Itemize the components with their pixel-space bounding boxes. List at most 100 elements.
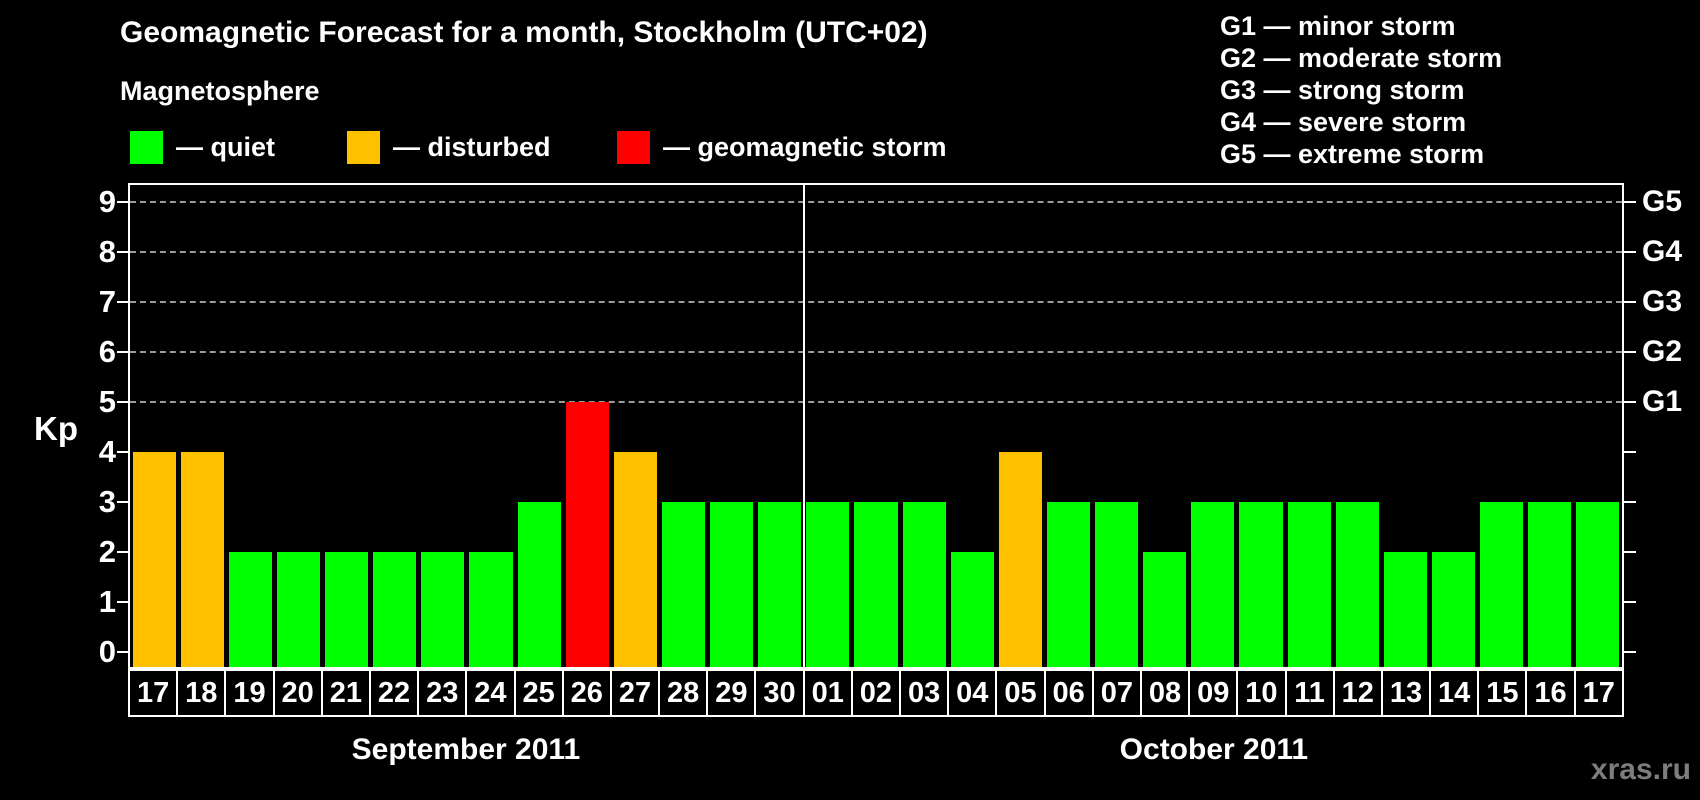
day-label-oct-15: 15 <box>1479 671 1528 715</box>
right-tick-kp-3 <box>1623 501 1636 503</box>
right-tick-kp-8 <box>1623 251 1636 253</box>
kp-bar-oct-17 <box>1576 502 1620 667</box>
kp-bar-sep-29 <box>710 502 754 667</box>
legend-heading: Magnetosphere <box>120 76 320 106</box>
kp-bar-oct-02 <box>854 502 898 667</box>
g4-legend-line: G4 — severe storm <box>1220 107 1467 137</box>
disturbed-color-swatch <box>347 130 380 164</box>
day-label-oct-06: 06 <box>1046 671 1094 715</box>
day-label-oct-01: 01 <box>805 671 853 715</box>
right-tick-kp-4 <box>1623 451 1636 453</box>
right-tick-kp-7 <box>1623 301 1636 303</box>
day-label-oct-16: 16 <box>1527 671 1576 715</box>
month-label-october: October 2011 <box>1119 733 1309 766</box>
day-label-sep-18: 18 <box>178 671 227 715</box>
day-label-sep-22: 22 <box>371 671 420 715</box>
legend-item-quiet: — quiet <box>130 129 275 165</box>
kp-axis-tick-label-2: 2 <box>98 534 116 569</box>
right-tick-kp-5 <box>1623 401 1636 403</box>
day-label-sep-30: 30 <box>756 671 805 715</box>
kp-axis-tick-label-9: 9 <box>98 184 116 219</box>
kp-axis-tick-label-6: 6 <box>98 334 116 369</box>
legend-item-storm: — geomagnetic storm <box>617 129 947 165</box>
day-label-oct-17: 17 <box>1582 676 1615 709</box>
day-label-sep-20: 20 <box>275 671 323 715</box>
day-label-sep-29: 29 <box>708 671 757 715</box>
day-label-sep-21: 21 <box>323 671 371 715</box>
kp-axis-tick-label-0: 0 <box>98 634 116 669</box>
kp-bar-sep-27 <box>613 452 657 667</box>
day-label-oct-08: 08 <box>1142 671 1191 715</box>
kp-bar-oct-09 <box>1191 502 1235 667</box>
day-label-sep-28: 28 <box>660 671 709 715</box>
kp-bar-sep-24 <box>469 552 513 667</box>
kp-bar-oct-15 <box>1480 502 1524 667</box>
kp-bar-sep-19 <box>228 552 272 667</box>
watermark: xras.ru <box>1590 753 1691 786</box>
day-label-oct-12: 12 <box>1335 671 1383 715</box>
right-tick-kp-9 <box>1623 201 1636 203</box>
g5-legend-line: G5 — extreme storm <box>1220 139 1485 169</box>
kp-bar-oct-10 <box>1239 502 1283 667</box>
day-label-oct-04: 04 <box>949 671 998 715</box>
gridline-kp-7 <box>130 301 1622 303</box>
legend-label-quiet: — quiet <box>176 131 275 162</box>
gridline-kp-6 <box>130 351 1622 353</box>
legend-label-disturbed: — disturbed <box>393 131 551 162</box>
day-label-oct-03: 03 <box>901 671 950 715</box>
quiet-color-swatch <box>130 130 163 164</box>
kp-bar-oct-08 <box>1143 552 1187 667</box>
kp-bar-oct-14 <box>1431 552 1476 667</box>
day-label-oct-07: 07 <box>1094 671 1142 715</box>
kp-bar-oct-11 <box>1287 502 1331 667</box>
kp-bar-sep-23 <box>421 552 465 667</box>
kp-bar-oct-04 <box>950 552 994 667</box>
kp-axis-tick-label-8: 8 <box>98 234 116 269</box>
day-axis-row: 17 18 19 20 21 22 23 24 25 26 27 28 29 30 01 02 03 04 05 06… <box>128 669 1624 717</box>
g-axis-label-g4: G4 <box>1642 235 1683 268</box>
legend-label-storm: — geomagnetic storm <box>663 131 947 162</box>
g-axis-label-g3: G3 <box>1642 285 1683 318</box>
g3-legend-line: G3 — strong storm <box>1220 75 1465 105</box>
gridline-kp-8 <box>130 251 1622 253</box>
day-label-sep-24: 24 <box>467 671 516 715</box>
kp-bar-oct-03 <box>902 502 946 667</box>
day-label-oct-02: 02 <box>853 671 901 715</box>
g-axis-label-g2: G2 <box>1642 335 1683 368</box>
day-label-oct-05: 05 <box>997 671 1046 715</box>
right-tick-kp-1 <box>1623 601 1636 603</box>
day-label-sep-23: 23 <box>419 671 468 715</box>
right-tick-kp-2 <box>1623 551 1636 553</box>
kp-bar-sep-25 <box>517 502 561 667</box>
g-axis-label-g1: G1 <box>1642 385 1683 418</box>
chart-title: Geomagnetic Forecast for a month, Stockh… <box>120 16 928 49</box>
g2-legend-line: G2 — moderate storm <box>1220 43 1503 73</box>
day-label-oct-13: 13 <box>1383 671 1432 715</box>
day-label-oct-09: 09 <box>1190 671 1239 715</box>
storm-color-swatch <box>617 130 650 164</box>
kp-bar-sep-20 <box>276 552 320 667</box>
kp-bar-sep-17 <box>132 452 176 667</box>
plot-area <box>128 183 1624 669</box>
kp-bar-oct-16 <box>1528 502 1572 667</box>
right-tick-kp-0 <box>1623 651 1636 653</box>
day-label-sep-25: 25 <box>516 671 564 715</box>
day-label-sep-17: 17 <box>130 671 179 715</box>
kp-bar-oct-05 <box>998 452 1042 667</box>
kp-bar-oct-12 <box>1335 502 1379 667</box>
kp-bar-oct-06 <box>1046 502 1091 667</box>
kp-axis-tick-label-1: 1 <box>98 584 116 619</box>
kp-bar-oct-07 <box>1095 502 1139 667</box>
kp-bar-sep-28 <box>661 502 706 667</box>
day-label-sep-27: 27 <box>612 671 661 715</box>
kp-bar-sep-21 <box>325 552 369 667</box>
y-axis-title: Kp <box>34 410 78 447</box>
day-label-sep-19: 19 <box>226 671 275 715</box>
legend-item-disturbed: — disturbed <box>347 129 551 165</box>
g-axis-label-g5: G5 <box>1642 185 1683 218</box>
day-label-oct-11: 11 <box>1287 671 1335 715</box>
gridline-kp-5 <box>130 401 1622 403</box>
month-separator-line <box>802 185 805 667</box>
day-label-sep-26: 26 <box>564 671 612 715</box>
